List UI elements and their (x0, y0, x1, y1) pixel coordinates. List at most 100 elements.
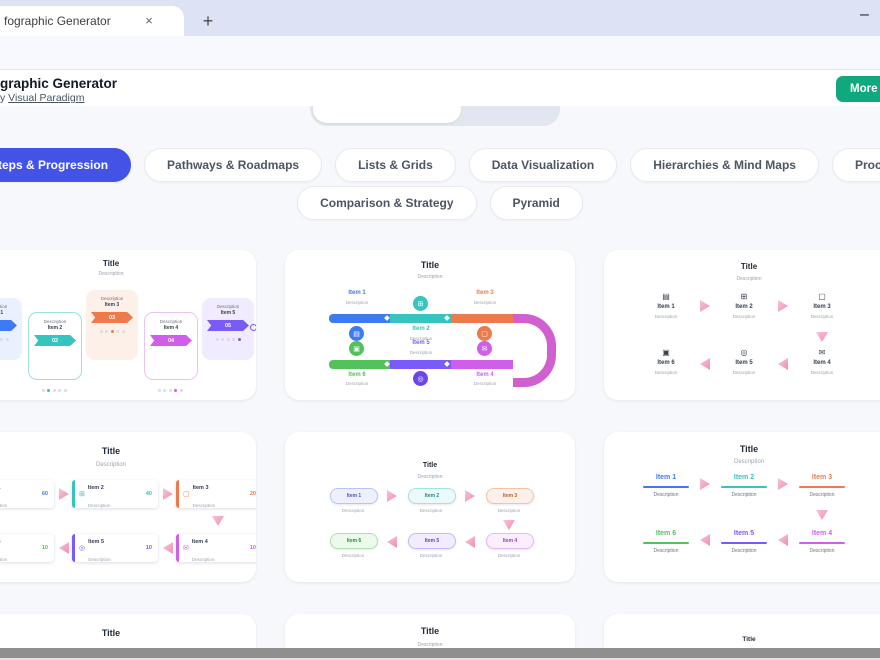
filter-hierarchies-mindmaps[interactable]: Hierarchies & Mind Maps (630, 148, 819, 182)
grid-icon: ⊞ (79, 491, 85, 498)
pill-item-6: Item 6 (330, 533, 378, 549)
item-underline (643, 486, 689, 488)
step-number-flag: 04 (150, 335, 192, 346)
view-toggle[interactable] (310, 106, 560, 126)
item-desc: Description (497, 553, 521, 558)
uturn-curve (513, 314, 556, 387)
uturn-item-1-desc: Description (345, 300, 369, 305)
item-value: 60 (41, 491, 48, 497)
item-desc: Description (731, 492, 757, 498)
visual-paradigm-link[interactable]: Visual Paradigm (8, 92, 85, 104)
box-icon: ▣ (662, 348, 670, 357)
item-desc: Description (419, 508, 443, 513)
item-desc: Description (654, 370, 678, 375)
item-value: 10 (249, 545, 256, 551)
browser-tab[interactable]: fographic Generator × (0, 6, 184, 36)
byline-prefix: y (0, 92, 9, 104)
pill-item-1: Item 1 (330, 488, 378, 504)
step-dots (28, 389, 80, 392)
template-card-snake-steps[interactable]: Title Description Description Item 1 01 … (0, 250, 256, 400)
item-desc: Description (0, 503, 8, 508)
uturn-item-1-label: Item 1 (348, 290, 366, 296)
step-dots (0, 338, 22, 341)
item-desc: Description (810, 370, 834, 375)
item-desc: Description (809, 492, 835, 498)
item-label: Item 6 (657, 360, 675, 366)
step-label: Item 2 (47, 325, 63, 331)
item-label: Item 5 (88, 539, 105, 545)
template-card-partial-3[interactable]: Title Description (604, 614, 880, 648)
item-desc: Description (341, 553, 365, 558)
template-title: Title (742, 636, 756, 643)
item-label: Item 6 (655, 530, 677, 537)
item-label: Item 1 (0, 485, 1, 491)
item-desc: Description (732, 370, 756, 375)
card-icon: ▤ (662, 292, 670, 301)
window-minimize-button[interactable]: – (860, 6, 869, 23)
item-label: Item 5 (735, 360, 753, 366)
filter-lists-grids[interactable]: Lists & Grids (335, 148, 456, 182)
template-card-pill-grid[interactable]: Title Description Item 1 Description Ite… (285, 432, 575, 582)
item-desc: Description (653, 548, 679, 554)
filter-comparison-strategy[interactable]: Comparison & Strategy (297, 186, 477, 220)
step-label: Item 5 (220, 310, 236, 316)
stat-card-3: ▢ Item 3 Description 20 (176, 480, 256, 508)
arrow-down-icon (212, 516, 224, 526)
item-underline (721, 486, 767, 488)
stat-card-5: ◎ Item 5 Description 10 (72, 534, 158, 562)
arrow-left-icon (778, 358, 788, 370)
template-description: Description (417, 274, 443, 280)
arrow-left-icon (778, 534, 788, 546)
template-card-icon-grid[interactable]: Title Description ▤ Item 1 Description ⊞… (604, 250, 880, 400)
mail-icon: ✉ (477, 341, 492, 356)
filter-pathways-roadmaps[interactable]: Pathways & Roadmaps (144, 148, 323, 182)
item-label: Item 3 (811, 474, 833, 481)
target-icon: ◎ (413, 371, 428, 386)
filter-pyramid[interactable]: Pyramid (489, 186, 583, 220)
pill-item-4: Item 4 (486, 533, 534, 549)
horizontal-scrollbar-track (0, 658, 880, 660)
arrow-down-icon (816, 332, 828, 342)
item-desc: Description (809, 548, 835, 554)
snake-step-4: Description Item 4 04 (144, 312, 198, 380)
step-desc: Description (0, 304, 8, 309)
filter-data-visualization[interactable]: Data Visualization (468, 148, 618, 182)
page-title: graphic Generator (0, 76, 118, 91)
template-description: Description (95, 462, 126, 468)
arrow-right-icon (163, 488, 173, 500)
card-icon: ▤ (349, 326, 364, 341)
horizontal-scrollbar-thumb[interactable] (0, 648, 880, 658)
filter-row-2: Comparison & Strategy Pyramid (0, 186, 880, 220)
item-label: Item 1 (655, 474, 677, 481)
arrow-right-icon (778, 478, 788, 490)
grid-icon: ⊞ (413, 296, 428, 311)
uturn-item-3-desc: Description (473, 300, 497, 305)
step-number-flag: 03 (91, 312, 133, 323)
item-desc: Description (341, 508, 365, 513)
template-card-uturn-timeline[interactable]: Title Description Item 1 Description Ite… (285, 250, 575, 400)
arrow-right-icon (700, 478, 710, 490)
uturn-item-5-label: Item 5 (412, 340, 430, 346)
item-label: Item 2 (87, 485, 104, 491)
item-underline (799, 542, 845, 544)
uturn-top-bar (329, 314, 513, 323)
filter-steps-progression[interactable]: Steps & Progression (0, 148, 132, 182)
filter-processes-flows[interactable]: Processes & Flows (831, 148, 880, 182)
new-tab-button[interactable]: + (202, 11, 214, 31)
template-title: Title (420, 626, 440, 636)
item-label: Item 4 (811, 530, 833, 537)
view-toggle-selected[interactable] (313, 106, 461, 123)
item-desc: Description (732, 314, 756, 319)
template-card-partial-2[interactable]: Title Description (285, 614, 575, 648)
item-desc: Description (192, 503, 216, 508)
pill-item-2: Item 2 (408, 488, 456, 504)
template-card-underline-grid[interactable]: Title Description Item 1 Description Ite… (604, 432, 880, 582)
more-ai-tools-button[interactable]: More A (836, 76, 880, 102)
template-card-partial-1[interactable]: Title Description (0, 614, 256, 648)
tab-close-icon[interactable]: × (145, 13, 153, 28)
snake-step-5: Description Item 5 05 (202, 298, 254, 360)
template-description: Description (98, 271, 124, 277)
step-number-flag: 02 (34, 335, 76, 346)
uturn-item-6-label: Item 6 (348, 372, 366, 378)
